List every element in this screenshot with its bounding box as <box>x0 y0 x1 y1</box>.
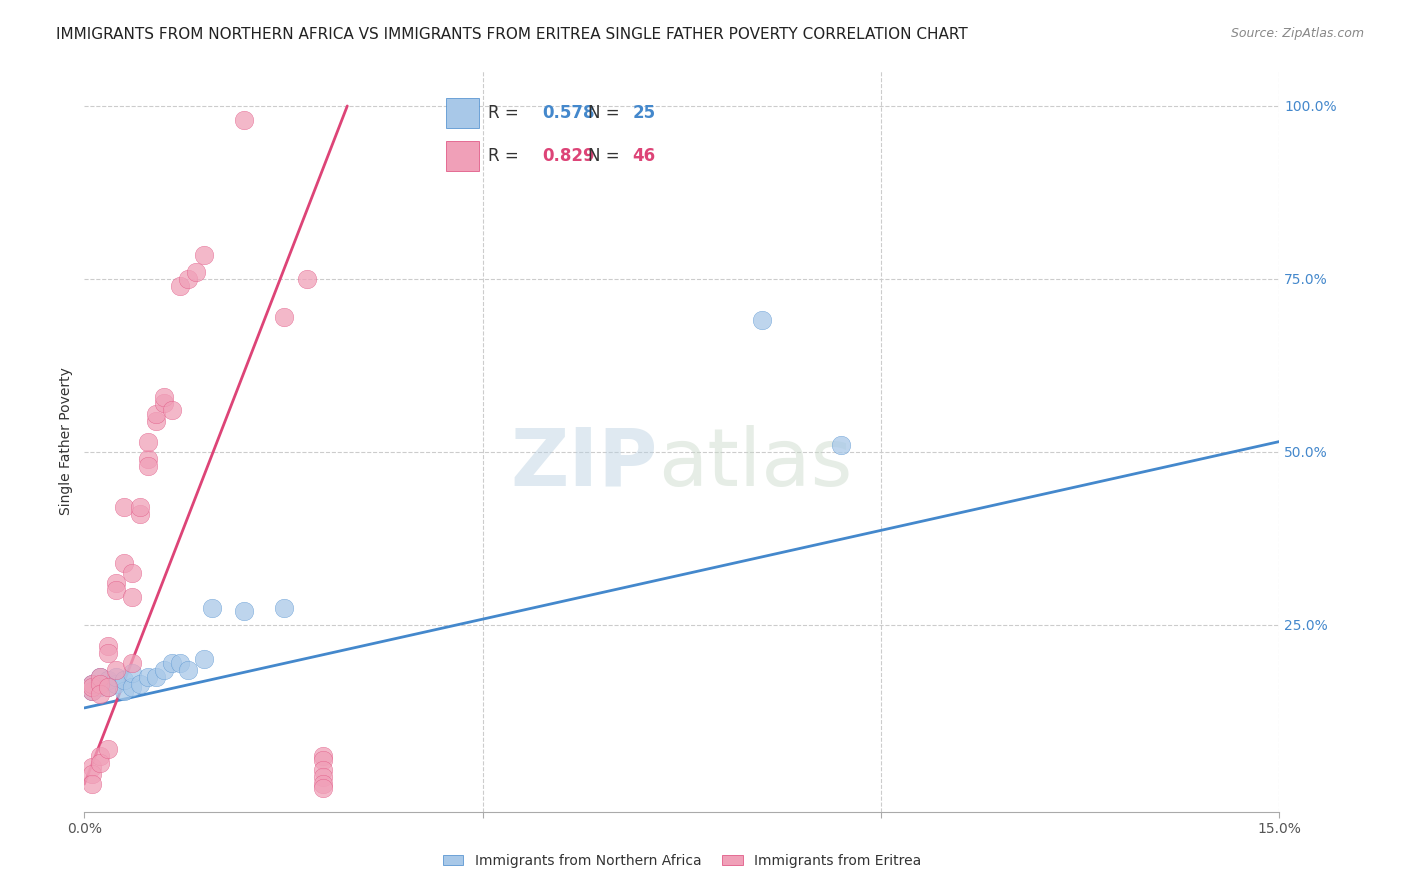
Point <box>232 604 254 618</box>
Point <box>312 753 335 767</box>
Point <box>312 777 335 791</box>
Point <box>82 676 104 690</box>
Point <box>830 438 852 452</box>
Point <box>160 656 183 670</box>
Point <box>193 652 215 666</box>
Point <box>97 680 120 694</box>
Point <box>136 670 159 684</box>
Point <box>169 656 191 670</box>
Point <box>145 670 167 684</box>
Point <box>129 500 152 515</box>
Point <box>273 310 295 324</box>
Point <box>129 676 152 690</box>
Point <box>145 407 167 421</box>
Point <box>121 666 143 681</box>
Point <box>89 670 111 684</box>
Point <box>97 639 120 653</box>
Point <box>129 507 152 521</box>
Point <box>97 673 120 688</box>
Point <box>121 591 143 605</box>
Point <box>312 780 335 795</box>
Text: ZIP: ZIP <box>510 425 658 503</box>
Legend: Immigrants from Northern Africa, Immigrants from Eritrea: Immigrants from Northern Africa, Immigra… <box>443 854 921 868</box>
Point <box>153 663 176 677</box>
Y-axis label: Single Father Poverty: Single Father Poverty <box>59 368 73 516</box>
Point <box>160 403 183 417</box>
Point <box>97 742 120 756</box>
Point <box>82 777 104 791</box>
Point <box>273 600 295 615</box>
Point <box>193 248 215 262</box>
Point <box>121 656 143 670</box>
Point <box>82 683 104 698</box>
Point <box>97 646 120 660</box>
Point <box>169 278 191 293</box>
Point <box>201 600 224 615</box>
Point <box>232 112 254 127</box>
Point <box>82 760 104 774</box>
Point <box>177 272 200 286</box>
Point <box>177 663 200 677</box>
Point <box>89 687 111 701</box>
Point <box>121 680 143 694</box>
Point <box>105 676 128 690</box>
Point <box>89 680 111 694</box>
Point <box>82 680 104 694</box>
Point <box>105 576 128 591</box>
Point <box>112 556 135 570</box>
Text: Source: ZipAtlas.com: Source: ZipAtlas.com <box>1230 27 1364 40</box>
Point <box>105 670 128 684</box>
Point <box>153 396 176 410</box>
Point <box>312 763 335 777</box>
Point <box>121 566 143 580</box>
Point <box>105 663 128 677</box>
Point <box>136 458 159 473</box>
Point <box>89 676 111 690</box>
Point <box>89 670 111 684</box>
Point <box>136 451 159 466</box>
Point <box>82 766 104 780</box>
Point <box>82 683 104 698</box>
Point <box>112 673 135 688</box>
Point <box>297 272 319 286</box>
Point <box>145 414 167 428</box>
Point <box>136 434 159 449</box>
Point <box>105 583 128 598</box>
Point <box>112 683 135 698</box>
Point <box>312 749 335 764</box>
Point <box>184 265 207 279</box>
Point <box>89 749 111 764</box>
Point <box>112 500 135 515</box>
Text: IMMIGRANTS FROM NORTHERN AFRICA VS IMMIGRANTS FROM ERITREA SINGLE FATHER POVERTY: IMMIGRANTS FROM NORTHERN AFRICA VS IMMIG… <box>56 27 967 42</box>
Point <box>89 756 111 771</box>
Text: atlas: atlas <box>658 425 852 503</box>
Point <box>751 313 773 327</box>
Point <box>82 676 104 690</box>
Point <box>97 680 120 694</box>
Point <box>153 390 176 404</box>
Point <box>312 770 335 784</box>
